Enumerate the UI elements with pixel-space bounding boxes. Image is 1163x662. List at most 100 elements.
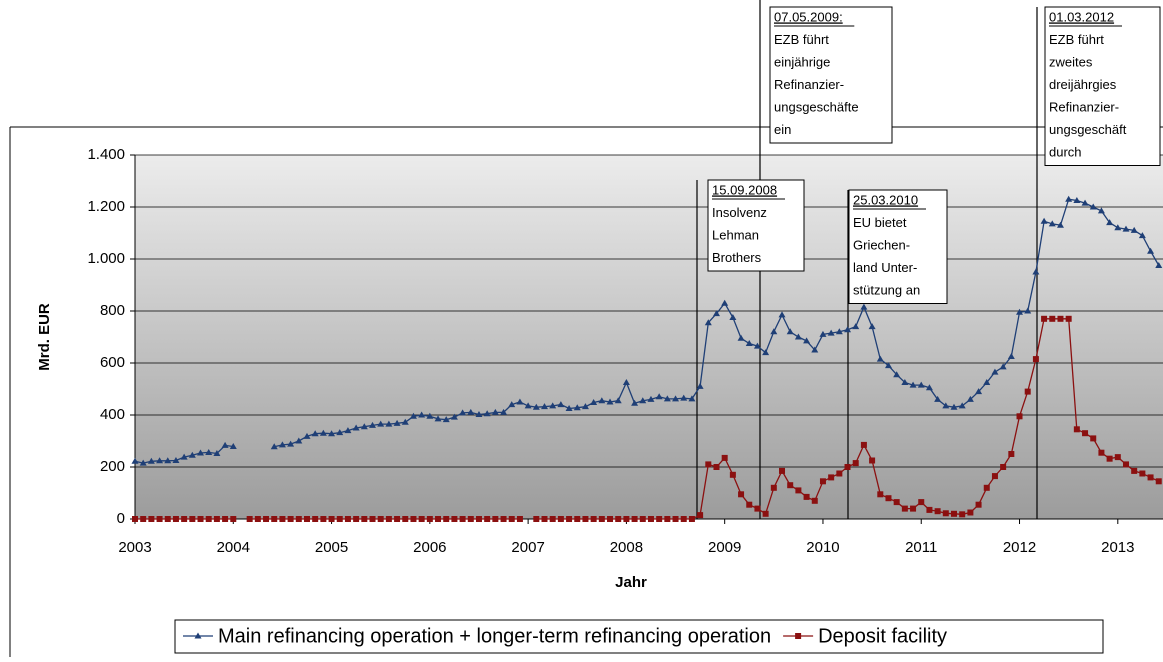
y-tick-label: 800 — [100, 302, 125, 319]
point — [598, 516, 605, 522]
point — [409, 412, 417, 419]
point — [1106, 455, 1113, 462]
point — [246, 516, 253, 522]
point — [492, 516, 499, 522]
point — [172, 457, 180, 463]
legend-marker — [795, 633, 802, 639]
annotation-text: EU bietet — [853, 215, 907, 230]
point — [910, 505, 917, 512]
point — [467, 408, 475, 415]
point — [1008, 451, 1015, 457]
point — [533, 516, 540, 522]
point — [385, 420, 393, 427]
point — [966, 395, 974, 402]
point — [361, 516, 368, 522]
point — [295, 516, 302, 522]
annotation-box — [707, 179, 805, 272]
point — [729, 314, 737, 320]
point — [696, 382, 704, 389]
point — [656, 516, 663, 522]
point — [959, 511, 966, 518]
point — [393, 419, 401, 426]
point — [1073, 426, 1080, 433]
y-tick-label: 600 — [100, 354, 125, 371]
x-tick-label: 2013 — [1101, 539, 1134, 556]
point — [263, 516, 270, 522]
point — [762, 510, 769, 517]
annotation-text: Refinanzier- — [774, 77, 844, 92]
point — [344, 427, 352, 434]
point — [549, 402, 557, 409]
point — [811, 346, 819, 353]
point — [901, 379, 909, 385]
point — [877, 491, 884, 498]
point — [844, 326, 852, 333]
point — [205, 448, 213, 455]
point — [1097, 207, 1105, 214]
point — [516, 516, 523, 522]
point — [573, 404, 581, 411]
point — [336, 429, 344, 436]
point — [762, 349, 770, 356]
point — [450, 413, 458, 420]
point — [1155, 262, 1163, 268]
point — [516, 398, 524, 405]
point — [148, 516, 155, 522]
point — [410, 516, 417, 522]
point — [803, 337, 811, 344]
y-tick-label: 0 — [117, 510, 125, 527]
annotation-text: EZB führt — [774, 32, 829, 47]
point — [639, 397, 647, 404]
point — [197, 449, 205, 456]
point — [1081, 199, 1089, 206]
x-axis-title: Jahr — [615, 574, 647, 591]
point — [205, 516, 212, 522]
point — [320, 516, 327, 522]
point — [615, 516, 622, 522]
point — [663, 395, 671, 402]
point — [164, 457, 172, 464]
point — [352, 424, 360, 431]
point — [672, 395, 680, 402]
point — [1024, 388, 1031, 395]
x-tick-label: 2009 — [708, 539, 741, 556]
x-tick-label: 2008 — [610, 539, 643, 556]
point — [1139, 470, 1146, 477]
point — [868, 323, 876, 330]
annotation-text: ungsgeschäft — [1049, 122, 1127, 137]
point — [991, 473, 998, 480]
point — [385, 516, 392, 522]
point — [1138, 232, 1146, 239]
annotation-text: dreijährgies — [1049, 77, 1117, 92]
point — [1131, 467, 1138, 474]
point — [836, 470, 843, 477]
point — [541, 516, 548, 522]
point — [1114, 454, 1121, 461]
point — [680, 394, 688, 401]
point — [918, 499, 925, 506]
point — [312, 516, 319, 522]
point — [680, 516, 687, 522]
point — [164, 516, 171, 522]
point — [852, 460, 859, 467]
point — [131, 457, 139, 464]
point — [590, 516, 597, 522]
point — [787, 482, 794, 489]
point — [336, 516, 343, 522]
point — [557, 401, 565, 408]
point — [443, 516, 450, 522]
point — [950, 403, 958, 410]
point — [532, 403, 540, 410]
point — [483, 410, 491, 417]
point — [688, 516, 695, 522]
point — [1098, 449, 1105, 456]
y-tick-label: 1.200 — [87, 198, 125, 215]
point — [713, 464, 720, 470]
point — [786, 328, 794, 335]
point — [819, 478, 826, 485]
point — [435, 516, 442, 522]
point — [688, 395, 696, 402]
point — [926, 506, 933, 513]
annotation-box — [769, 6, 893, 144]
point — [1147, 247, 1155, 254]
